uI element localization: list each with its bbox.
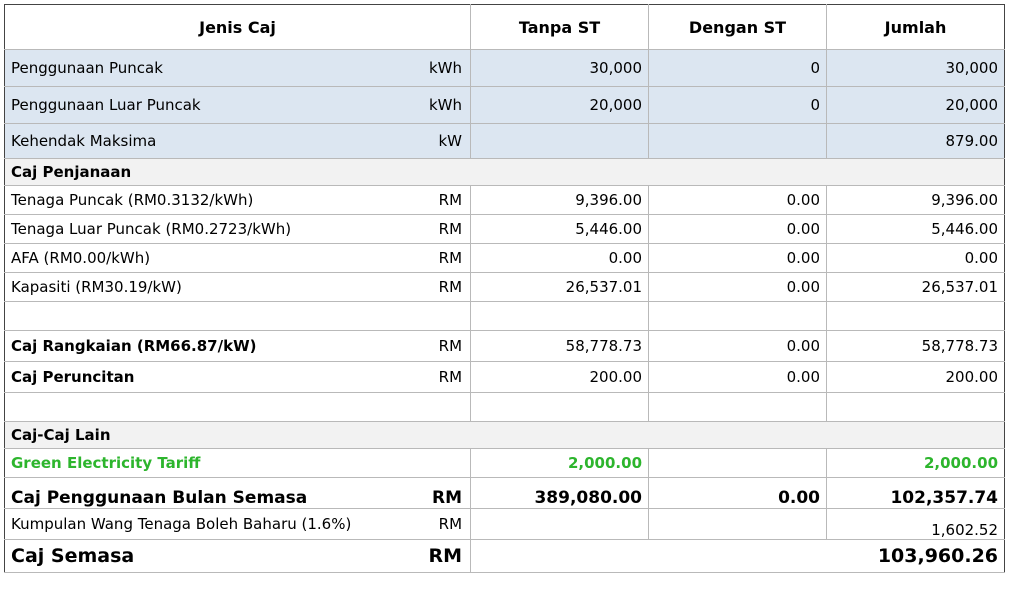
usage-with-st: 0	[648, 86, 828, 124]
item-unit: RM	[402, 243, 472, 273]
section-other: Caj-Caj Lain	[3, 421, 1006, 449]
blank-row	[4, 301, 1006, 331]
item-total: 5,446.00	[826, 214, 1006, 244]
current-usage-total: 102,357.74	[826, 477, 1006, 509]
current-charge-label: Caj Semasa	[4, 539, 403, 573]
renewable-fund-unit: RM	[402, 508, 472, 540]
usage-with-st: 0	[648, 49, 828, 87]
green-tariff-row: Green Electricity Tariff 2,000.00 2,000.…	[4, 448, 1006, 478]
bill-table: Jenis Caj Tanpa ST Dengan ST Jumlah Peng…	[3, 4, 1006, 573]
item-total: 26,537.01	[826, 272, 1006, 302]
usage-with-st	[648, 123, 828, 159]
item-without-st: 26,537.01	[470, 272, 650, 302]
current-charge-unit: RM	[402, 539, 472, 573]
item-with-st: 0.00	[648, 214, 828, 244]
item-unit: RM	[402, 214, 472, 244]
header-with-st: Dengan ST	[648, 4, 828, 50]
current-usage-row: Caj Penggunaan Bulan Semasa RM 389,080.0…	[4, 477, 1006, 509]
item-without-st: 200.00	[470, 361, 650, 393]
item-without-st: 58,778.73	[470, 330, 650, 362]
usage-total: 30,000	[826, 49, 1006, 87]
item-label: Tenaga Puncak (RM0.3132/kWh)	[4, 185, 403, 215]
usage-without-st: 20,000	[470, 86, 650, 124]
usage-without-st: 30,000	[470, 49, 650, 87]
item-label: Caj Rangkaian (RM66.87/kW)	[4, 330, 403, 362]
section-title: Caj Penjanaan	[3, 158, 1006, 186]
current-charge-total: 103,960.26	[470, 539, 1006, 573]
green-tariff-label: Green Electricity Tariff	[4, 448, 403, 478]
item-label: Kapasiti (RM30.19/kW)	[4, 272, 403, 302]
header-total: Jumlah	[826, 4, 1006, 50]
item-without-st: 9,396.00	[470, 185, 650, 215]
section-title: Caj-Caj Lain	[3, 421, 1006, 449]
current-usage-unit: RM	[402, 477, 472, 509]
item-with-st: 0.00	[648, 185, 828, 215]
item-label: Tenaga Luar Puncak (RM0.2723/kWh)	[4, 214, 403, 244]
item-unit: RM	[402, 330, 472, 362]
usage-row-offpeak: Penggunaan Luar Puncak kWh 20,000 0 20,0…	[4, 86, 1006, 124]
header-row: Jenis Caj Tanpa ST Dengan ST Jumlah	[3, 4, 1006, 50]
current-usage-without-st: 389,080.00	[470, 477, 650, 509]
item-unit: RM	[402, 361, 472, 393]
usage-total: 20,000	[826, 86, 1006, 124]
usage-unit: kW	[402, 123, 472, 159]
item-total: 58,778.73	[826, 330, 1006, 362]
item-without-st: 0.00	[470, 243, 650, 273]
item-unit: RM	[402, 272, 472, 302]
item-with-st: 0.00	[648, 243, 828, 273]
renewable-fund-total: 1,602.52	[826, 508, 1006, 540]
item-with-st: 0.00	[648, 272, 828, 302]
item-with-st: 0.00	[648, 361, 828, 393]
item-unit: RM	[402, 185, 472, 215]
green-tariff-total: 2,000.00	[826, 448, 1006, 478]
item-total: 0.00	[826, 243, 1006, 273]
header-charge-type: Jenis Caj	[3, 4, 472, 50]
usage-total: 879.00	[826, 123, 1006, 159]
usage-label: Penggunaan Puncak	[4, 49, 403, 87]
usage-label: Penggunaan Luar Puncak	[4, 86, 403, 124]
item-with-st: 0.00	[648, 330, 828, 362]
green-tariff-without-st: 2,000.00	[470, 448, 650, 478]
current-usage-with-st: 0.00	[648, 477, 828, 509]
current-usage-label: Caj Penggunaan Bulan Semasa	[4, 477, 403, 509]
header-without-st: Tanpa ST	[470, 4, 650, 50]
retail-charge-row: Caj Peruncitan RM 200.00 0.00 200.00	[4, 361, 1006, 393]
generation-row: Tenaga Luar Puncak (RM0.2723/kWh) RM 5,4…	[4, 214, 1006, 244]
usage-row-peak: Penggunaan Puncak kWh 30,000 0 30,000	[4, 49, 1006, 87]
item-total: 200.00	[826, 361, 1006, 393]
network-charge-row: Caj Rangkaian (RM66.87/kW) RM 58,778.73 …	[4, 330, 1006, 362]
renewable-fund-row: Kumpulan Wang Tenaga Boleh Baharu (1.6%)…	[4, 508, 1006, 540]
item-total: 9,396.00	[826, 185, 1006, 215]
item-label: Caj Peruncitan	[4, 361, 403, 393]
generation-row: Kapasiti (RM30.19/kW) RM 26,537.01 0.00 …	[4, 272, 1006, 302]
renewable-fund-label: Kumpulan Wang Tenaga Boleh Baharu (1.6%)	[4, 508, 403, 540]
usage-without-st	[470, 123, 650, 159]
usage-unit: kWh	[402, 86, 472, 124]
usage-row-max-demand: Kehendak Maksima kW 879.00	[4, 123, 1006, 159]
usage-label: Kehendak Maksima	[4, 123, 403, 159]
section-generation: Caj Penjanaan	[3, 158, 1006, 186]
usage-unit: kWh	[402, 49, 472, 87]
item-label: AFA (RM0.00/kWh)	[4, 243, 403, 273]
generation-row: AFA (RM0.00/kWh) RM 0.00 0.00 0.00	[4, 243, 1006, 273]
item-without-st: 5,446.00	[470, 214, 650, 244]
generation-row: Tenaga Puncak (RM0.3132/kWh) RM 9,396.00…	[4, 185, 1006, 215]
blank-row	[4, 392, 1006, 422]
current-charge-row: Caj Semasa RM 103,960.26	[4, 539, 1006, 573]
